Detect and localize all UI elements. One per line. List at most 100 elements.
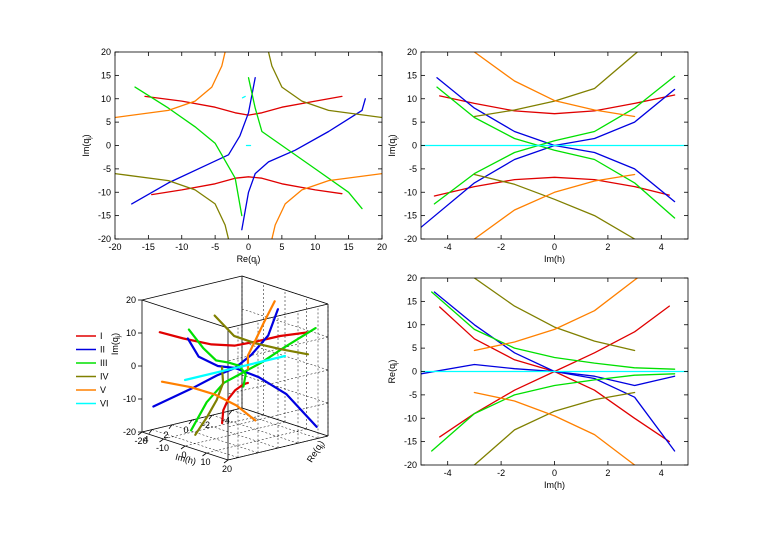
- z-tick-label: 0: [131, 361, 136, 371]
- y-tick-label: -20: [98, 234, 111, 244]
- wall-grid-z1: [241, 374, 329, 404]
- x-tick-label: 2: [163, 430, 168, 440]
- series-4-branch-1: [271, 172, 382, 239]
- frame-edge: [141, 275, 243, 301]
- y-tick-label: -5: [409, 390, 417, 400]
- series-3-branch-1: [473, 391, 636, 465]
- x-tick-label: -4: [444, 468, 452, 478]
- legend-label: IV: [100, 372, 109, 382]
- z-tick-label: -10: [123, 394, 136, 404]
- z-tick-label: 20: [126, 295, 136, 305]
- y-tick-label: -15: [98, 211, 111, 221]
- floor-grid-y: [163, 414, 264, 440]
- plot-area: [421, 278, 688, 465]
- y-tick: [202, 452, 207, 457]
- x-axis-label-close: ): [257, 254, 260, 264]
- x-tick-label: 0: [246, 242, 251, 252]
- series-4-branch-1: [473, 391, 636, 465]
- y-tick-label: -15: [404, 211, 417, 221]
- y-tick-label: 5: [106, 117, 111, 127]
- y-tick-label: -5: [409, 164, 417, 174]
- y-tick-label: 10: [101, 94, 111, 104]
- floor-grid-x: [171, 424, 259, 454]
- floor-grid-x: [211, 414, 299, 444]
- series-3-branch-1: [473, 173, 636, 239]
- y-tick-label: 5: [412, 117, 417, 127]
- legend-label: VI: [100, 399, 109, 409]
- wall-grid-z2: [227, 369, 329, 395]
- y-axis-label-subscript: j: [393, 363, 399, 365]
- y-tick: [137, 431, 143, 436]
- series-0-branch-1: [433, 176, 670, 197]
- y-tick: [159, 438, 164, 443]
- x-tick-label: 4: [143, 435, 148, 445]
- y-tick-label: 20: [407, 47, 417, 57]
- x-tick-label: 0: [183, 425, 188, 435]
- x-axis-label: Im(h): [544, 254, 565, 264]
- y-tick-label: -15: [404, 437, 417, 447]
- series-1-branch-1: [241, 98, 366, 231]
- legend-label: V: [100, 385, 106, 395]
- y-tick: [180, 445, 186, 450]
- panel-top-left: -20 -15 -10 -5 0 5 10 15 20 -20 -15 -10 -5 0 5 10 15 20 Re…: [81, 47, 387, 266]
- x-tick-label: 0: [552, 242, 557, 252]
- y-tick-label: 5: [412, 343, 417, 353]
- y-tick: [223, 459, 229, 464]
- z-axis-label-subscript: j: [116, 336, 122, 338]
- series3d-3-branch-1: [194, 366, 225, 436]
- series-0-branch-0: [439, 94, 676, 115]
- frame-edge: [227, 435, 329, 461]
- x-tick-label: -2: [497, 242, 505, 252]
- y-axis-label-subscript: j: [320, 444, 326, 449]
- y-axis-label: Im(qj): [81, 134, 93, 156]
- y-axis-label: Im(qj): [387, 134, 399, 156]
- floor-grid-y: [184, 421, 286, 447]
- y-tick-label: 10: [407, 320, 417, 330]
- x-tick: [148, 429, 153, 434]
- y-axis-label-close: ): [387, 134, 397, 137]
- x-axis-label: Re(qj): [237, 254, 261, 266]
- series3d-4-branch-1: [160, 380, 257, 422]
- x-tick-label: 2: [605, 468, 610, 478]
- series-2-branch-1: [431, 373, 676, 452]
- y-axis-label-close: ): [316, 439, 326, 447]
- y-axis-label-text: Im(q: [81, 139, 91, 157]
- series3d-0-branch-1: [221, 381, 249, 425]
- legend-label: II: [100, 345, 105, 355]
- y-tick-label: -10: [404, 413, 417, 423]
- legend-label: III: [100, 358, 108, 368]
- y-tick-label: -20: [134, 436, 147, 446]
- series3d-4-branch-0: [246, 300, 276, 370]
- y-axis-label: Re(qj): [387, 360, 399, 384]
- x-tick-label: -2: [202, 420, 210, 430]
- x-tick-label: 15: [344, 242, 354, 252]
- x-tick-label: -10: [175, 242, 188, 252]
- y-tick-label: 20: [222, 464, 232, 474]
- y-tick-label: -5: [103, 164, 111, 174]
- series3d-0-branch-0: [158, 331, 309, 347]
- x-axis-label: Im(h): [544, 480, 565, 490]
- series-2-branch-0: [134, 86, 243, 217]
- x-tick-label: 2: [605, 242, 610, 252]
- series-3-branch-0: [115, 172, 230, 239]
- x-tick-label: -4: [222, 415, 230, 425]
- y-axis-label-subscript: j: [393, 137, 399, 139]
- x-tick-label: 5: [279, 242, 284, 252]
- y-tick-label: 0: [412, 367, 417, 377]
- axis-y: [241, 407, 329, 437]
- plot-area: [115, 52, 382, 239]
- series-1-branch-0: [421, 363, 676, 452]
- y-axis-label: Re(qj): [305, 439, 328, 466]
- x-tick-label: 20: [377, 242, 387, 252]
- series3d-5-branch-0: [183, 354, 287, 382]
- x-axis-label: Im(h): [174, 452, 197, 467]
- x-axis-label-subscript: j: [255, 260, 257, 266]
- series-0-branch-0: [144, 95, 343, 116]
- x-tick-label: -4: [444, 242, 452, 252]
- x-tick-label: -15: [142, 242, 155, 252]
